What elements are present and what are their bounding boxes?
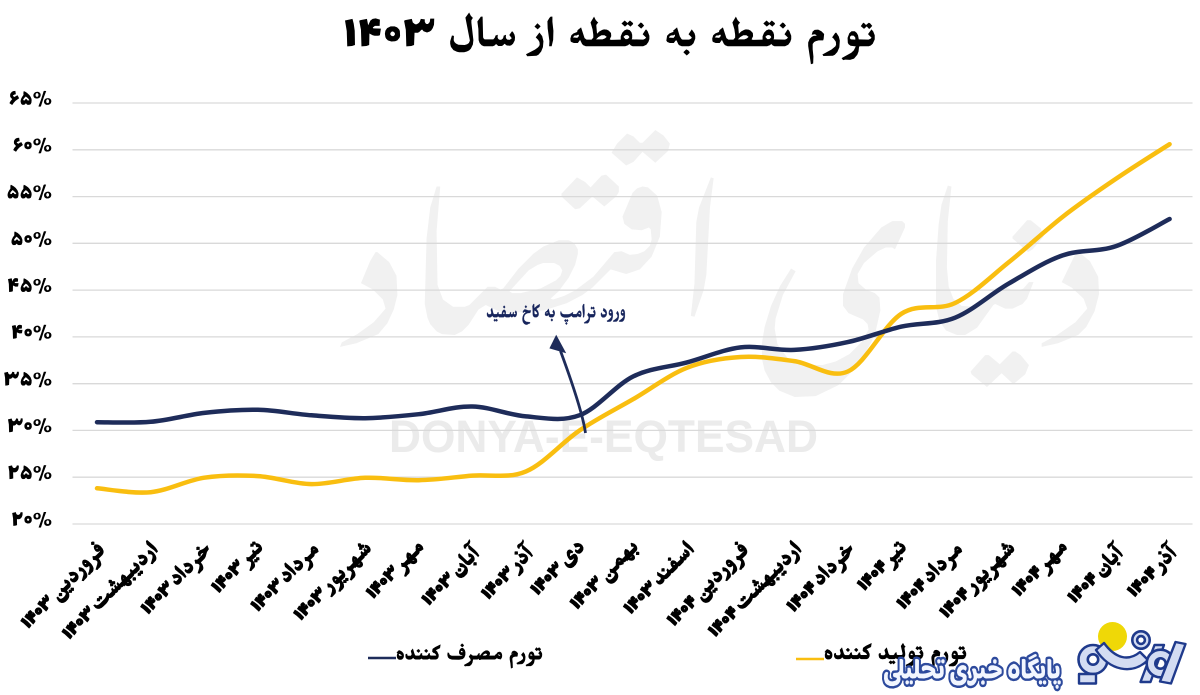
svg-text:DONYA-E-EQTESAD: DONYA-E-EQTESAD [389,411,818,462]
